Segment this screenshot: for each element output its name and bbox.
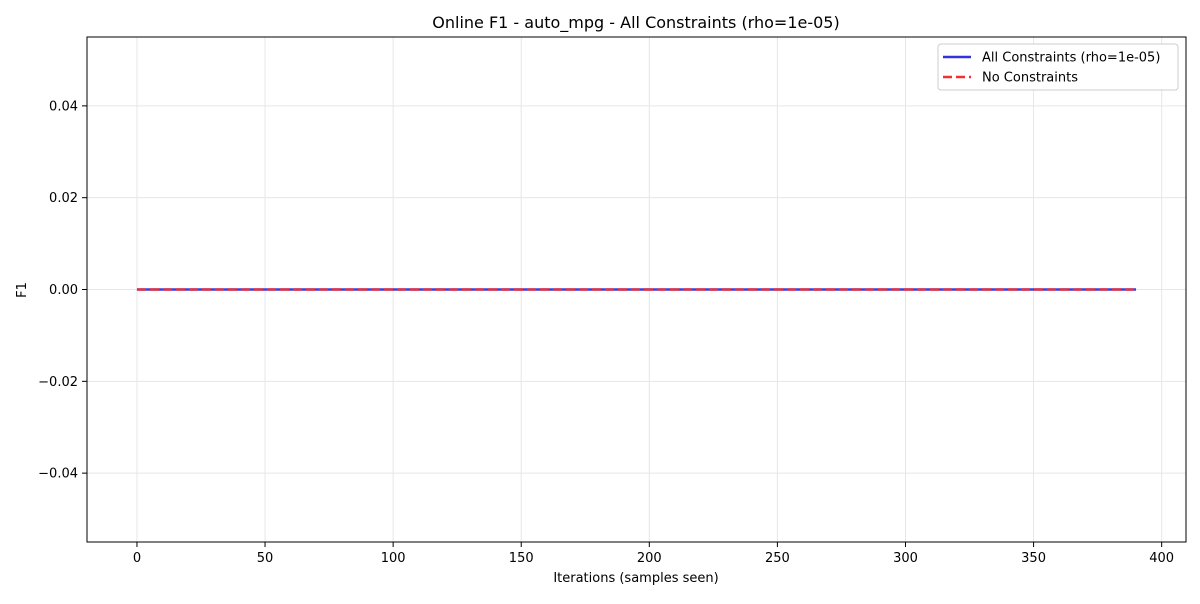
x-tick-label: 400 [1149,551,1174,566]
x-tick-label: 350 [1021,551,1046,566]
y-axis-ticks: −0.04 −0.02 0.00 0.02 0.04 [38,99,87,482]
x-tick-label: 50 [257,551,274,566]
legend-label-all-constraints: All Constraints (rho=1e-05) [982,51,1160,66]
y-tick-label: −0.02 [38,375,78,390]
y-axis-label: F1 [15,282,30,298]
legend: All Constraints (rho=1e-05) No Constrain… [937,43,1179,91]
chart-title: Online F1 - auto_mpg - All Constraints (… [432,13,839,33]
x-tick-label: 250 [765,551,790,566]
x-tick-label: 150 [509,551,534,566]
x-axis-label: Iterations (samples seen) [553,571,718,586]
y-tick-label: 0.04 [49,99,78,114]
y-tick-label: 0.02 [49,191,78,206]
x-tick-label: 300 [893,551,918,566]
legend-box [937,43,1179,91]
x-tick-label: 100 [381,551,406,566]
legend-label-no-constraints: No Constraints [982,71,1078,86]
x-axis-ticks: 0 50 100 150 200 250 300 350 400 [133,542,1174,566]
x-tick-label: 200 [637,551,662,566]
y-tick-label: 0.00 [49,283,78,298]
y-tick-label: −0.04 [38,467,78,482]
x-tick-label: 0 [133,551,141,566]
